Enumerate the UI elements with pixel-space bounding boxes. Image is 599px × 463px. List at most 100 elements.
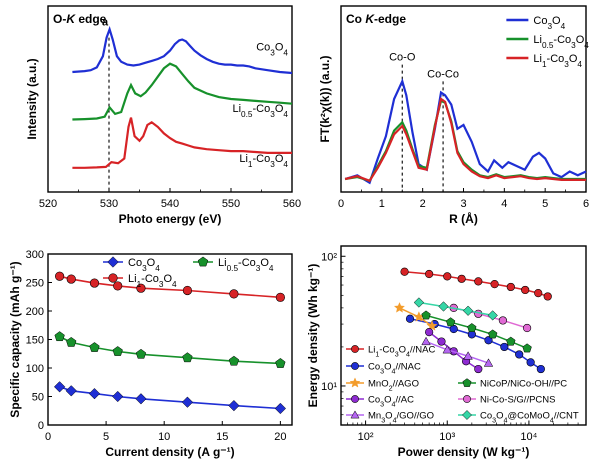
- legend-marker: [462, 410, 472, 420]
- legend-label: Co3O4: [533, 15, 565, 31]
- data-point: [182, 285, 193, 296]
- data-point: [55, 271, 65, 281]
- legend-label: Li0.5-Co3O4: [533, 34, 589, 50]
- data-point: [536, 364, 545, 374]
- y-axis-label: FT(k²χ(k)) (a.u.): [318, 56, 332, 143]
- legend-marker: [107, 256, 119, 268]
- series-line-li0-5-co3o4: [72, 62, 293, 121]
- x-tick-label: 10²: [358, 431, 374, 443]
- legend-marker: [351, 362, 359, 370]
- x-tick-label: 0: [338, 198, 344, 210]
- y-tick-label: 100: [26, 363, 44, 375]
- data-point: [275, 357, 286, 368]
- x-tick-label: 3: [460, 198, 466, 210]
- data-point: [522, 343, 532, 353]
- data-point: [393, 302, 405, 313]
- data-point: [442, 345, 452, 354]
- data-point: [543, 292, 552, 301]
- x-axis-label: Power density (W kg⁻¹): [398, 445, 530, 459]
- data-point: [437, 337, 446, 346]
- data-point: [425, 269, 434, 279]
- legend-label: Li1-Co3O4//NAC: [368, 345, 435, 359]
- data-point: [462, 305, 474, 316]
- data-point: [522, 323, 532, 333]
- data-point: [53, 381, 66, 393]
- legend-marker: [463, 395, 471, 403]
- y-tick-label: 50: [32, 392, 44, 404]
- data-point: [526, 358, 535, 367]
- legend-label: Li1-Co3O4: [533, 53, 582, 69]
- data-point: [474, 277, 483, 286]
- legend-label: Li1-Co3O4: [128, 273, 177, 289]
- data-point: [405, 314, 415, 323]
- series-line-li1-co3o4-nac: [404, 270, 548, 298]
- y-tick-label: 150: [26, 335, 44, 347]
- data-point: [135, 393, 147, 405]
- data-point: [506, 282, 515, 292]
- legend-marker: [108, 273, 118, 283]
- y-axis-label: Intensity (a.u.): [25, 58, 39, 139]
- x-tick-label: 4: [501, 198, 507, 210]
- series-line-co3o4-comoo4-cnt: [418, 301, 493, 317]
- data-point: [488, 329, 498, 339]
- series-line-li1-co3o4: [72, 117, 292, 169]
- series-label: Li0.5-Co3O4: [232, 103, 288, 119]
- data-point: [66, 274, 76, 284]
- legend-marker: [350, 410, 360, 419]
- data-point: [438, 301, 449, 312]
- y-tick-label: 250: [26, 278, 44, 290]
- x-tick-label: 15: [216, 431, 228, 443]
- data-point: [467, 323, 477, 332]
- data-point: [515, 350, 524, 359]
- y-tick-label: 0: [38, 420, 44, 432]
- x-tick-label: 560: [283, 198, 301, 210]
- data-point: [88, 387, 101, 400]
- data-point: [425, 328, 434, 337]
- data-point: [457, 274, 466, 283]
- legend-marker: [351, 345, 359, 353]
- y-axis-label: Specific capacity (mAh g⁻¹): [8, 261, 22, 417]
- peak-annotation-a: a: [102, 17, 109, 29]
- x-axis-label: Photo energy (eV): [119, 212, 222, 226]
- legend-label: Co3O4//AC: [368, 395, 414, 409]
- data-point: [498, 316, 507, 325]
- data-point: [463, 351, 473, 360]
- data-point: [426, 320, 438, 331]
- peak-annotation: Co-O: [389, 52, 416, 64]
- data-point: [66, 336, 77, 347]
- data-point: [484, 336, 493, 345]
- x-tick-label: 6: [583, 198, 589, 210]
- legend-label: NiCoP/NiCo-OH//PC: [480, 379, 567, 390]
- data-point: [446, 317, 456, 327]
- y-tick-label: 300: [26, 249, 44, 261]
- data-point: [182, 352, 193, 363]
- data-point: [65, 385, 77, 397]
- data-point: [421, 310, 431, 320]
- data-point: [421, 336, 431, 346]
- panel-o-k-edge: 520 530 540 550 560 Photo energy (eV) Intensit…: [25, 5, 301, 226]
- data-point: [534, 289, 543, 298]
- x-axis-label: R (Å): [449, 211, 478, 226]
- legend-marker: [351, 395, 359, 403]
- data-point: [506, 336, 516, 346]
- x-tick-label: 2: [420, 198, 426, 210]
- data-point: [413, 297, 425, 308]
- data-point: [228, 355, 240, 366]
- series-line-co3o4: [344, 78, 587, 185]
- data-point: [113, 281, 123, 291]
- data-point: [275, 292, 285, 302]
- legend-label: MnO2//AGO: [368, 379, 419, 393]
- data-point: [449, 324, 458, 334]
- legend-marker: [197, 256, 209, 267]
- data-point: [54, 331, 65, 342]
- peak-annotation: Co-Co: [427, 68, 459, 80]
- data-point: [135, 348, 147, 359]
- data-point: [181, 396, 194, 408]
- data-point: [474, 364, 483, 374]
- legend-label: Co3O4: [128, 257, 160, 273]
- data-point: [89, 342, 100, 352]
- y-axis-label: Energy density (Wh kg⁻¹): [306, 264, 320, 408]
- legend-label: Li0.5-Co3O4: [218, 257, 274, 273]
